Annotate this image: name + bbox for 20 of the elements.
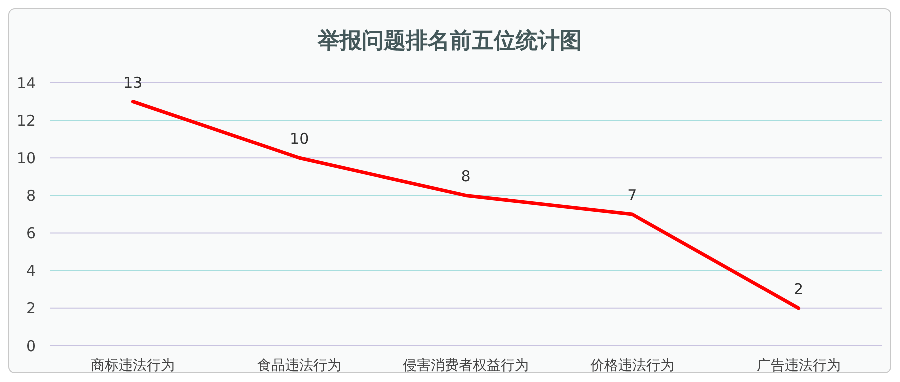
data-label: 13: [124, 74, 143, 92]
y-tick-label: 2: [26, 300, 36, 318]
data-label: 8: [461, 168, 471, 186]
x-tick-label: 价格违法行为: [589, 358, 674, 374]
x-tick-label: 广告违法行为: [756, 358, 841, 374]
x-tick-label: 侵害消费者权益行为: [403, 358, 529, 374]
data-label: 7: [628, 186, 638, 204]
y-tick-label: 0: [26, 337, 36, 356]
data-label: 10: [290, 130, 310, 148]
chart-title: 举报问题排名前五位统计图: [317, 28, 582, 54]
data-label: 2: [794, 280, 804, 298]
y-tick-label: 12: [16, 112, 36, 130]
y-tick-label: 6: [26, 224, 36, 243]
x-tick-label: 食品违法行为: [258, 358, 342, 374]
y-tick-label: 14: [16, 74, 36, 92]
y-tick-label: 8: [26, 186, 36, 205]
y-tick-label: 10: [16, 149, 36, 168]
line-series: [131, 100, 801, 310]
y-tick-label: 4: [26, 262, 36, 280]
x-tick-label: 商标违法行为: [91, 358, 176, 374]
